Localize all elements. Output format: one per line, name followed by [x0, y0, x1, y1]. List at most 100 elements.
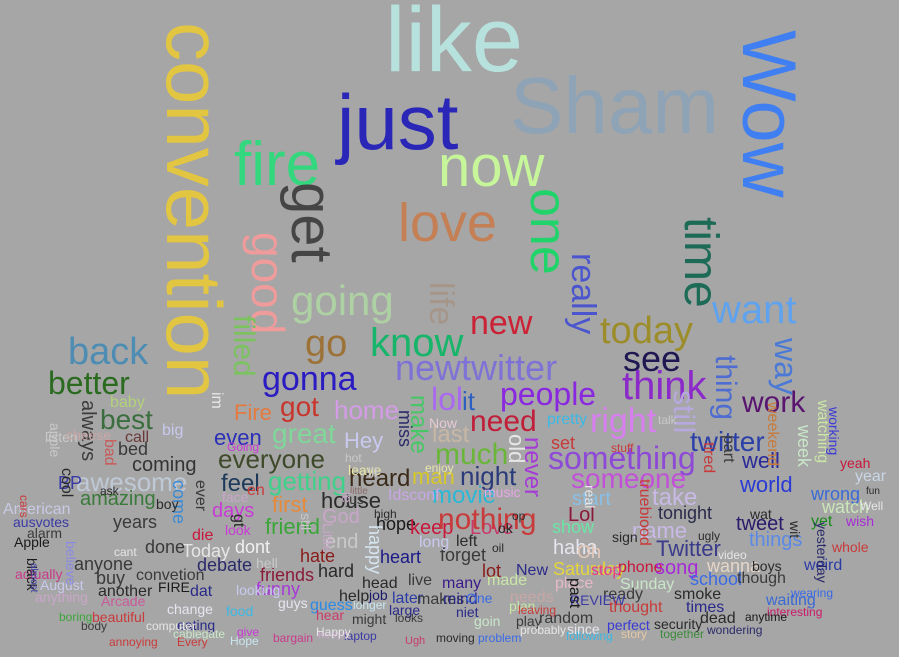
- cloud-word: wrong: [811, 484, 861, 504]
- cloud-word: might: [352, 611, 387, 627]
- cloud-word: someone: [571, 463, 687, 494]
- cloud-word: buy: [96, 568, 126, 588]
- cloud-word: amazing: [80, 488, 156, 510]
- cloud-word: change: [167, 601, 213, 617]
- cloud-word: stop: [591, 562, 622, 579]
- cloud-word: debate: [197, 555, 253, 575]
- cloud-word: bargain: [273, 631, 314, 645]
- cloud-word: filled: [227, 315, 260, 377]
- cloud-word: anything: [35, 589, 88, 605]
- cloud-word: probably: [520, 623, 567, 637]
- cloud-word: wearing: [791, 586, 834, 600]
- cloud-word: man: [412, 464, 455, 489]
- cloud-word: believe: [63, 541, 79, 586]
- cloud-word: later: [392, 590, 424, 607]
- cloud-word: miss: [395, 410, 415, 447]
- cloud-word: pretty: [547, 411, 588, 428]
- cloud-word: even: [214, 425, 262, 450]
- cloud-word: enjoy: [425, 461, 454, 475]
- cloud-word: ugly: [698, 529, 721, 543]
- cloud-word: yesterday: [814, 522, 830, 583]
- cloud-word: FIRE: [158, 579, 190, 595]
- cloud-word: cool: [58, 468, 75, 498]
- cloud-word: Hope: [230, 634, 259, 648]
- cloud-word: wat: [750, 506, 772, 522]
- cloud-word: jus: [346, 491, 364, 507]
- cloud-word: weird: [804, 557, 843, 574]
- cloud-word: last: [432, 421, 470, 448]
- cloud-word: something: [548, 440, 696, 476]
- cloud-word: end: [325, 531, 359, 553]
- cloud-word: ausvotes: [13, 514, 70, 530]
- cloud-word: ever: [192, 480, 209, 512]
- cloud-word: much: [435, 438, 509, 471]
- cloud-word: little: [350, 486, 368, 497]
- cloud-word: see: [623, 338, 682, 379]
- cloud-word: years: [113, 512, 158, 532]
- cloud-word: know: [370, 321, 464, 365]
- cloud-word: Now: [429, 415, 458, 431]
- cloud-word: body: [81, 619, 108, 633]
- cloud-word: start: [572, 488, 611, 510]
- cloud-word: Wow: [726, 30, 811, 198]
- cloud-word: anyone: [74, 554, 134, 574]
- cloud-word: week: [794, 425, 814, 468]
- cloud-word: phone: [618, 559, 663, 576]
- cloud-word: give: [237, 625, 260, 639]
- cloud-word: high: [374, 507, 397, 521]
- cloud-word: truebiood: [636, 479, 653, 546]
- cloud-word: place: [555, 575, 594, 592]
- cloud-word: together: [660, 627, 705, 641]
- cloud-word: need: [470, 405, 537, 438]
- cloud-word: boys: [752, 558, 782, 574]
- cloud-word: another: [98, 583, 153, 600]
- cloud-word: head: [362, 575, 398, 592]
- cloud-word: call: [125, 429, 150, 446]
- cloud-word: stuff: [611, 441, 634, 455]
- cloud-word: feel: [221, 470, 260, 497]
- cloud-word: Sunday: [620, 576, 675, 593]
- cloud-word: days: [212, 500, 255, 522]
- cloud-word: large: [389, 602, 421, 618]
- cloud-word: BP: [58, 473, 83, 493]
- cloud-word: moving: [436, 631, 475, 645]
- cloud-word: whole: [832, 539, 869, 555]
- cloud-word: many: [442, 575, 482, 592]
- cloud-word: it: [462, 386, 475, 416]
- cloud-word: bed: [118, 439, 149, 459]
- cloud-word: Oh: [577, 542, 602, 562]
- cloud-word: gonna: [262, 360, 357, 398]
- cloud-word: boring: [59, 610, 93, 624]
- cloud-word: night: [460, 461, 517, 491]
- cloud-word: just: [337, 78, 459, 166]
- cloud-word: Saturday: [553, 559, 626, 579]
- cloud-word: movie: [432, 482, 497, 509]
- cloud-word: following: [566, 629, 613, 643]
- cloud-word: goin: [474, 613, 501, 629]
- cloud-word: Sham: [510, 61, 719, 150]
- cloud-word: part: [720, 435, 737, 463]
- cloud-word: name: [632, 518, 688, 543]
- cloud-word: convention: [150, 22, 238, 400]
- cloud-word: friends: [260, 565, 315, 585]
- cloud-word: bad: [101, 439, 118, 466]
- cloud-word: first: [272, 492, 308, 517]
- cloud-word: im: [208, 392, 225, 409]
- cloud-word: August: [40, 577, 84, 593]
- cloud-word: fun: [866, 486, 880, 497]
- cloud-word: now: [438, 134, 545, 199]
- cloud-word: talk: [658, 413, 677, 427]
- cloud-word: God: [322, 506, 360, 528]
- cloud-word: listen: [45, 429, 78, 445]
- cloud-word: keep: [410, 517, 454, 539]
- cloud-word: leaving: [518, 603, 557, 617]
- cloud-word: oil: [492, 541, 505, 555]
- cloud-word: better: [48, 365, 130, 401]
- cloud-word: dead: [700, 610, 736, 627]
- cloud-word: cant: [114, 545, 137, 559]
- cloud-word: yet: [811, 513, 833, 530]
- cloud-word: dat: [190, 583, 213, 600]
- cloud-word: hate: [300, 546, 336, 566]
- cloud-word: looks: [395, 611, 424, 625]
- cloud-word: real: [582, 485, 598, 509]
